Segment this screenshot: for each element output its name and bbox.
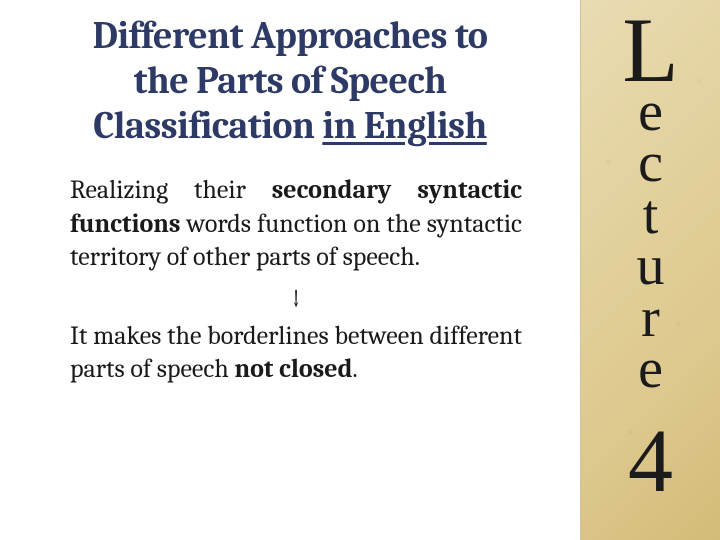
body-text: Realizing their secondary syntactic func… [70,174,522,386]
main-content: Different Approaches to the Parts of Spe… [0,0,580,540]
p1-pre: Realizing their [70,175,272,205]
paragraph-2: It makes the borderlines between differe… [70,320,522,387]
lecture-letter-4: u [636,241,664,293]
lecture-number: 4 [628,410,673,513]
lecture-letter-5: r [641,293,660,345]
title-line-1: Different Approaches to [93,14,488,58]
lecture-letter-0: L [622,8,678,93]
lecture-letter-2: c [638,138,663,190]
lecture-letter-1: e [638,87,663,139]
lecture-letter-3: t [643,190,659,242]
p2-post: . [352,354,357,384]
title-line-3-underlined: in English [322,104,486,149]
title-line-3-pre: Classification [93,104,322,148]
lecture-word: L e c t u r e [622,8,678,396]
p2-bold: not closed [234,354,352,384]
paragraph-1: Realizing their secondary syntactic func… [70,174,522,274]
lecture-letter-6: e [638,344,663,396]
slide-title: Different Approaches to the Parts of Spe… [18,14,562,148]
sidebar-lecture-label: L e c t u r e 4 [580,0,720,540]
title-line-2: the Parts of Speech [134,59,447,103]
down-arrow-icon: ↓ [70,282,522,318]
